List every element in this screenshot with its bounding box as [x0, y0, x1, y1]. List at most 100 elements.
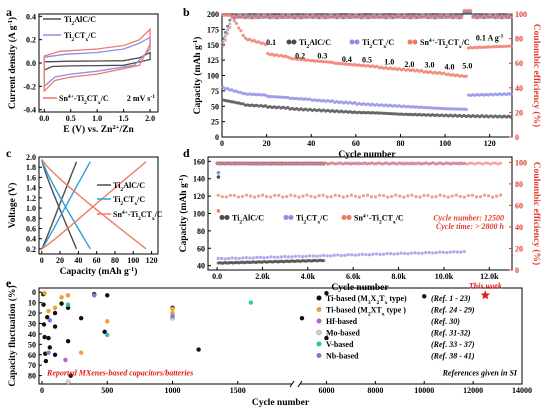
legend-text: Ti: [113, 181, 121, 190]
ce-point: [287, 162, 291, 166]
capacity-point: [277, 193, 281, 197]
legend-marker: [316, 329, 322, 336]
capacity-point: [265, 255, 270, 260]
x-tick-label: 100: [439, 139, 451, 148]
ce-point: [339, 14, 343, 18]
legend-subscript: 2: [379, 219, 382, 225]
ce-point: [487, 13, 491, 17]
capacity-point: [450, 194, 454, 198]
rate-label: 4.0: [445, 62, 455, 71]
ce-point: [310, 13, 314, 17]
ce-point: [241, 162, 245, 166]
y-tick-label: 50: [28, 340, 36, 349]
capacity-point: [261, 41, 265, 45]
x-tick-label: 0: [220, 139, 224, 148]
ce-point: [391, 14, 395, 18]
fluctuation-point: [299, 316, 305, 321]
cv-curve-2: [43, 27, 151, 93]
legend-subscript: 2: [239, 219, 242, 225]
ce-point: [331, 161, 335, 165]
x-tick-label: 6000: [318, 386, 334, 395]
ce-point: [286, 13, 290, 17]
ce-point: [297, 16, 301, 20]
fluctuation-point: [59, 295, 64, 300]
fluctuation-point: [102, 329, 107, 335]
legend-text: X: [371, 294, 377, 303]
ce-point: [329, 161, 333, 165]
capacity-point: [454, 193, 458, 197]
ce-point: [375, 161, 379, 165]
capacity-point: [491, 45, 495, 49]
ce-point: [475, 161, 479, 165]
legend-text: /C: [100, 94, 109, 103]
capacity-point: [337, 62, 341, 66]
ce-point: [297, 14, 301, 18]
capacity-point: [241, 92, 245, 96]
ce-point: [228, 18, 232, 22]
ce-point: [467, 8, 470, 12]
ce-point: [354, 161, 358, 165]
legend-marker: [316, 295, 322, 301]
legend-text: CT: [74, 31, 86, 40]
y-tick-label: 0: [32, 288, 36, 297]
capacity-point: [216, 193, 220, 197]
ce-point: [409, 16, 412, 20]
ce-point: [480, 16, 484, 20]
legend-text: CT: [306, 213, 318, 222]
ce-point: [326, 162, 330, 166]
capacity-point: [256, 194, 261, 198]
y2-tick-label: 60: [515, 201, 523, 210]
x-tick-label: 4.0k: [301, 272, 316, 281]
ce-point: [414, 161, 418, 165]
panel-e-capacity-fluctuation: 0 500 1000 1500 6000 8000 10000 12000 14000 0 1020…: [7, 281, 532, 408]
legend-superscript: 4+: [363, 213, 369, 219]
capacity-point: [431, 251, 435, 255]
capacity-point: [283, 254, 287, 259]
x-tick-label: 1.5: [119, 114, 129, 123]
x-axis-label: E (V) vs. Zn2+/Zn: [63, 124, 134, 136]
ce-point: [375, 15, 379, 19]
y-tick-label: 160: [193, 157, 205, 166]
ce-point: [409, 13, 412, 17]
capacity-point: [285, 195, 289, 199]
ce-point: [267, 161, 271, 165]
panel-d-long-cycling: 0.0 2.0k 4.0k 6.0k 8.0k 10.0k 12.0k 40 60 80 100 12…: [178, 156, 542, 293]
capacity-point: [361, 194, 366, 198]
y-tick-label: 0: [215, 133, 219, 142]
x-tick-label: 40: [307, 139, 315, 148]
ce-point: [284, 13, 288, 17]
ce-point: [386, 16, 390, 20]
capacity-point: [464, 107, 468, 112]
capacity-point: [482, 193, 487, 197]
scan-rate-annotation: 2 mV s-1: [127, 94, 155, 103]
ce-point: [491, 13, 495, 17]
ce-point: [404, 13, 408, 17]
capacity-point: [446, 195, 450, 199]
capacity-point: [225, 13, 230, 17]
legend-text: AlC/C: [74, 15, 96, 24]
ce-point: [306, 15, 310, 19]
ce-point: [282, 161, 286, 165]
ce-point: [465, 162, 469, 166]
capacity-point: [325, 195, 329, 199]
capacity-point: [466, 193, 470, 198]
ce-point: [420, 15, 424, 19]
axis-text: E (V) vs. Zn: [63, 124, 113, 135]
rate-text: 5.0: [462, 62, 472, 71]
ce-point: [433, 14, 437, 18]
panel-letter-c: c: [6, 146, 12, 160]
ce-point: [333, 15, 337, 19]
ce-point: [496, 162, 500, 166]
ce-point: [251, 161, 255, 165]
ce-point: [447, 161, 451, 165]
capacity-point: [257, 40, 261, 44]
rate-text: 4.0: [445, 62, 455, 71]
legend-label: Mo-based: [326, 329, 360, 338]
capacity-point: [248, 37, 252, 41]
ce-point: [319, 16, 323, 20]
ce-point: [249, 162, 253, 166]
ce-point: [398, 161, 402, 165]
capacity-point: [241, 33, 245, 38]
ce-point: [321, 161, 325, 165]
capacity-point: [442, 194, 446, 198]
